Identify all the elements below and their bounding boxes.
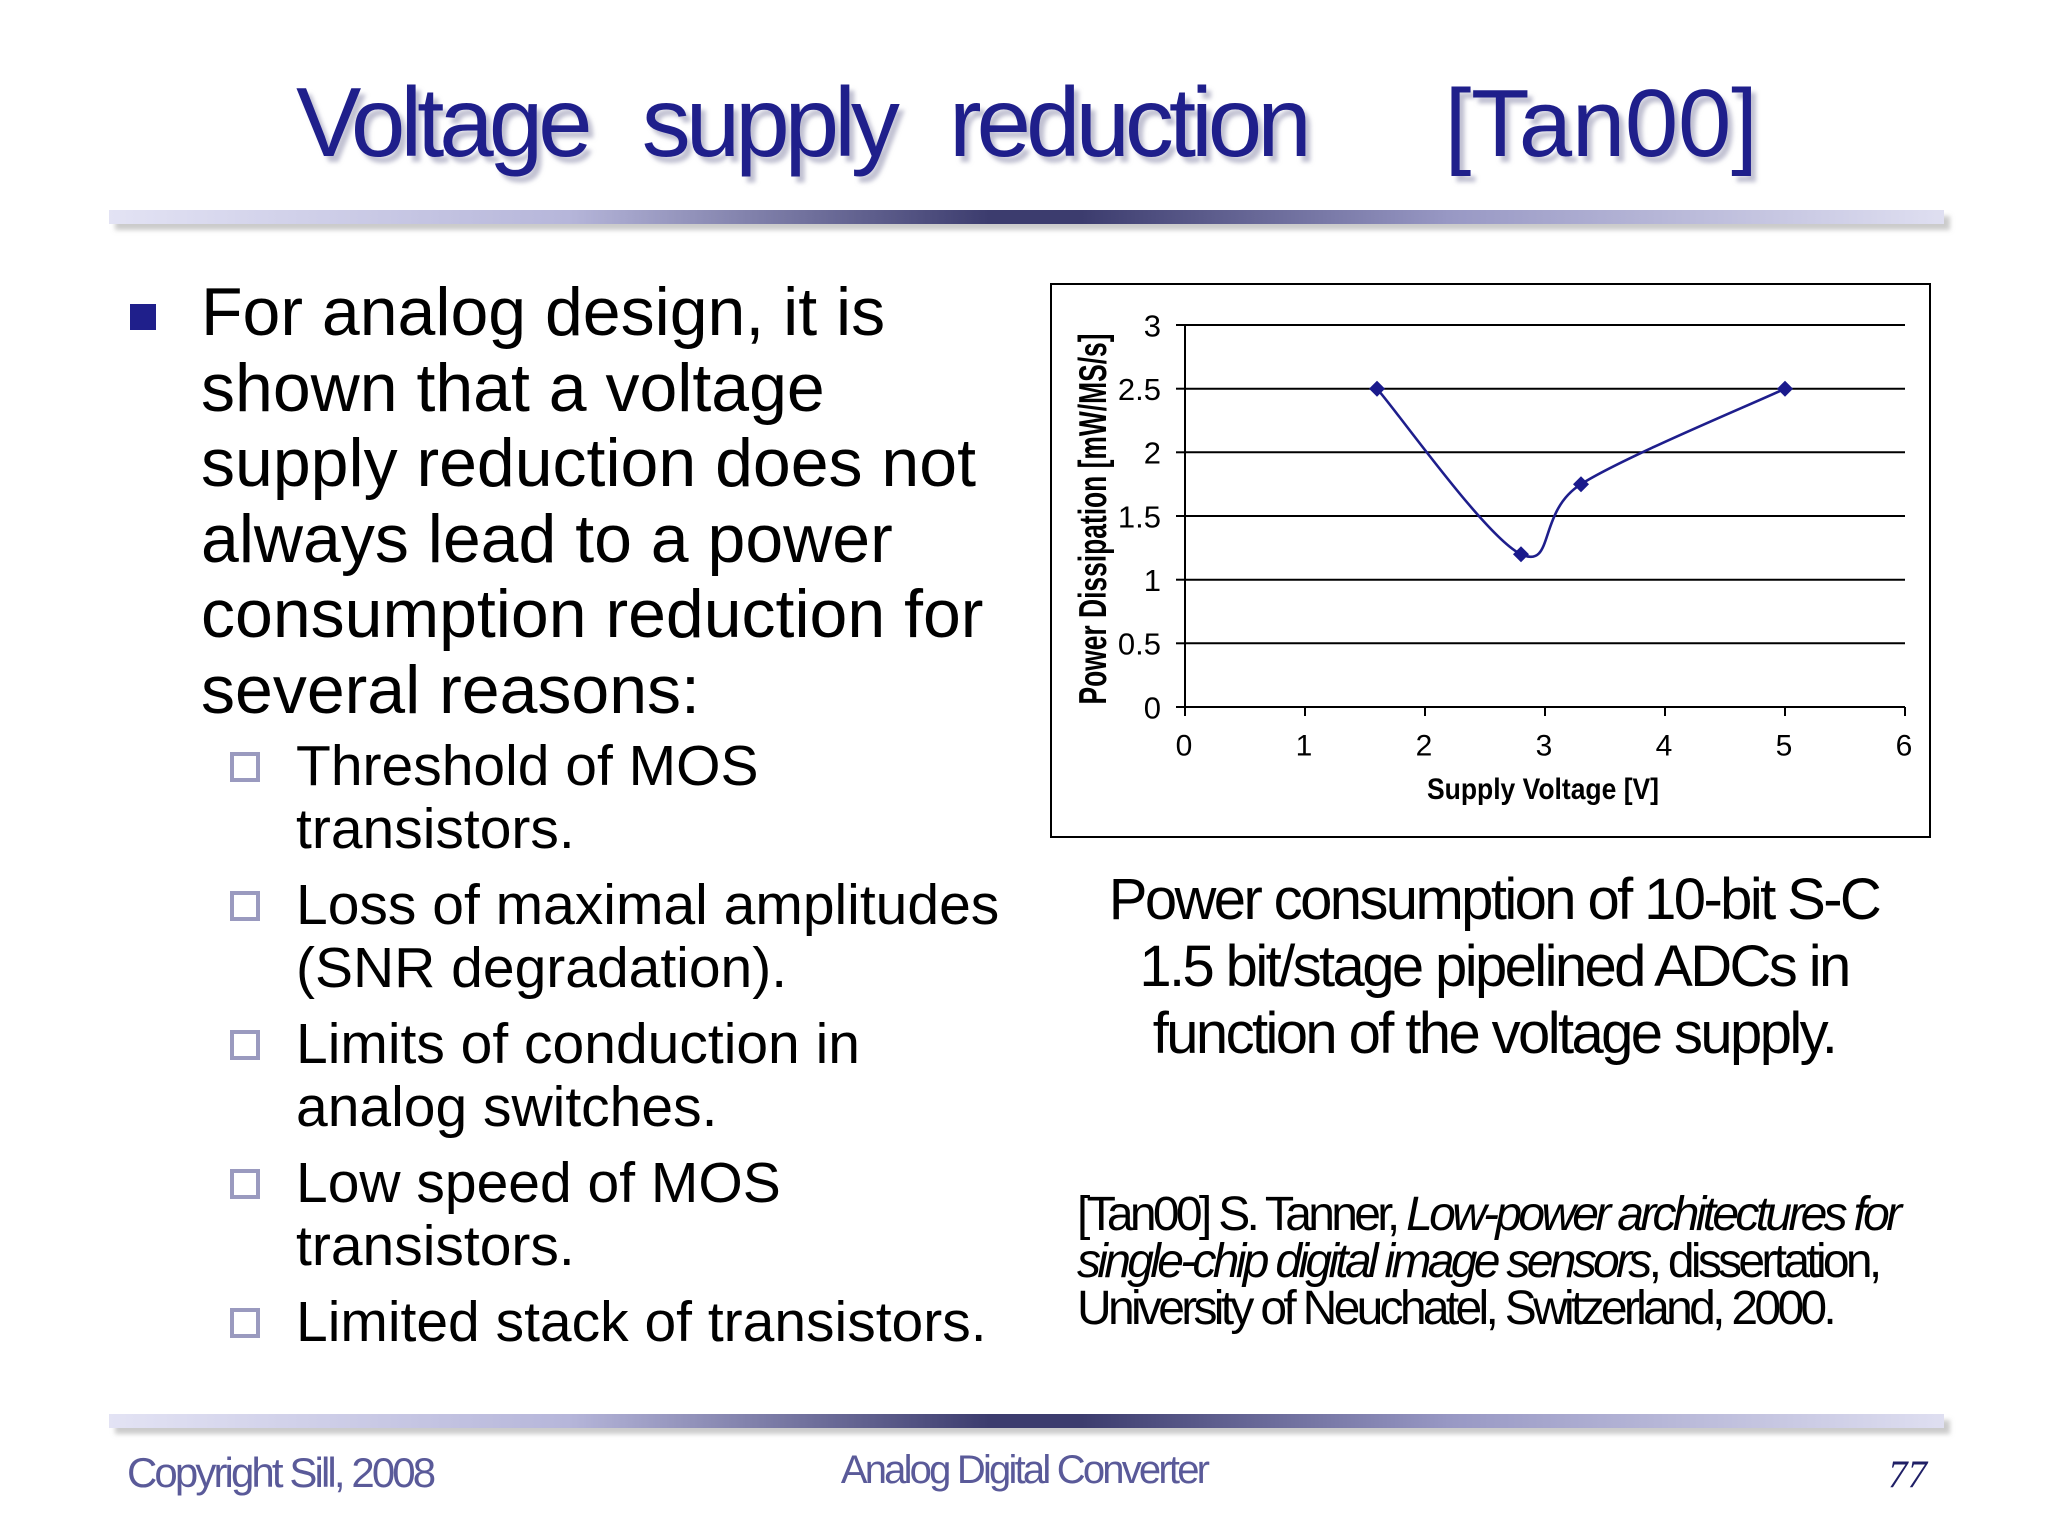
svg-text:3: 3 — [1144, 308, 1161, 343]
svg-text:1.5: 1.5 — [1118, 499, 1161, 534]
svg-text:2: 2 — [1144, 436, 1161, 471]
svg-text:0.5: 0.5 — [1118, 627, 1161, 662]
svg-text:2.5: 2.5 — [1118, 372, 1161, 407]
svg-text:0: 0 — [1144, 690, 1161, 725]
svg-text:3: 3 — [1536, 730, 1553, 763]
svg-text:6: 6 — [1896, 730, 1913, 763]
svg-text:1: 1 — [1296, 730, 1313, 763]
svg-text:5: 5 — [1776, 730, 1793, 763]
svg-text:4: 4 — [1656, 730, 1673, 763]
svg-text:Power Dissipation [mW/MS/s]: Power Dissipation [mW/MS/s] — [1072, 334, 1115, 705]
svg-text:2: 2 — [1416, 730, 1433, 763]
svg-text:0: 0 — [1176, 730, 1193, 763]
svg-text:Supply Voltage [V]: Supply Voltage [V] — [1427, 773, 1659, 806]
svg-text:1: 1 — [1144, 563, 1161, 598]
